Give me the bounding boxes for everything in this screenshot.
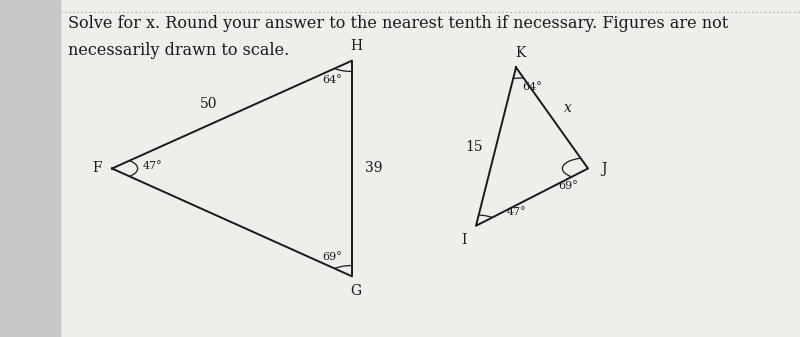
Text: G: G xyxy=(350,284,362,298)
Text: H: H xyxy=(350,39,362,53)
Bar xyxy=(0,0,60,337)
Text: 64°: 64° xyxy=(522,82,542,92)
Text: 47°: 47° xyxy=(142,161,162,171)
Text: Solve for x. Round your answer to the nearest tenth if necessary. Figures are no: Solve for x. Round your answer to the ne… xyxy=(68,15,728,32)
Text: I: I xyxy=(461,233,466,247)
Text: K: K xyxy=(515,46,525,60)
Text: 50: 50 xyxy=(200,96,218,111)
Text: J: J xyxy=(601,161,606,176)
Text: F: F xyxy=(93,161,102,176)
Text: 47°: 47° xyxy=(506,207,526,217)
Text: 69°: 69° xyxy=(322,252,342,262)
Text: necessarily drawn to scale.: necessarily drawn to scale. xyxy=(68,42,290,59)
Text: 69°: 69° xyxy=(558,181,578,191)
Text: 64°: 64° xyxy=(322,75,342,85)
Text: 39: 39 xyxy=(365,161,382,176)
Text: x: x xyxy=(564,100,572,115)
Text: 15: 15 xyxy=(466,140,483,154)
